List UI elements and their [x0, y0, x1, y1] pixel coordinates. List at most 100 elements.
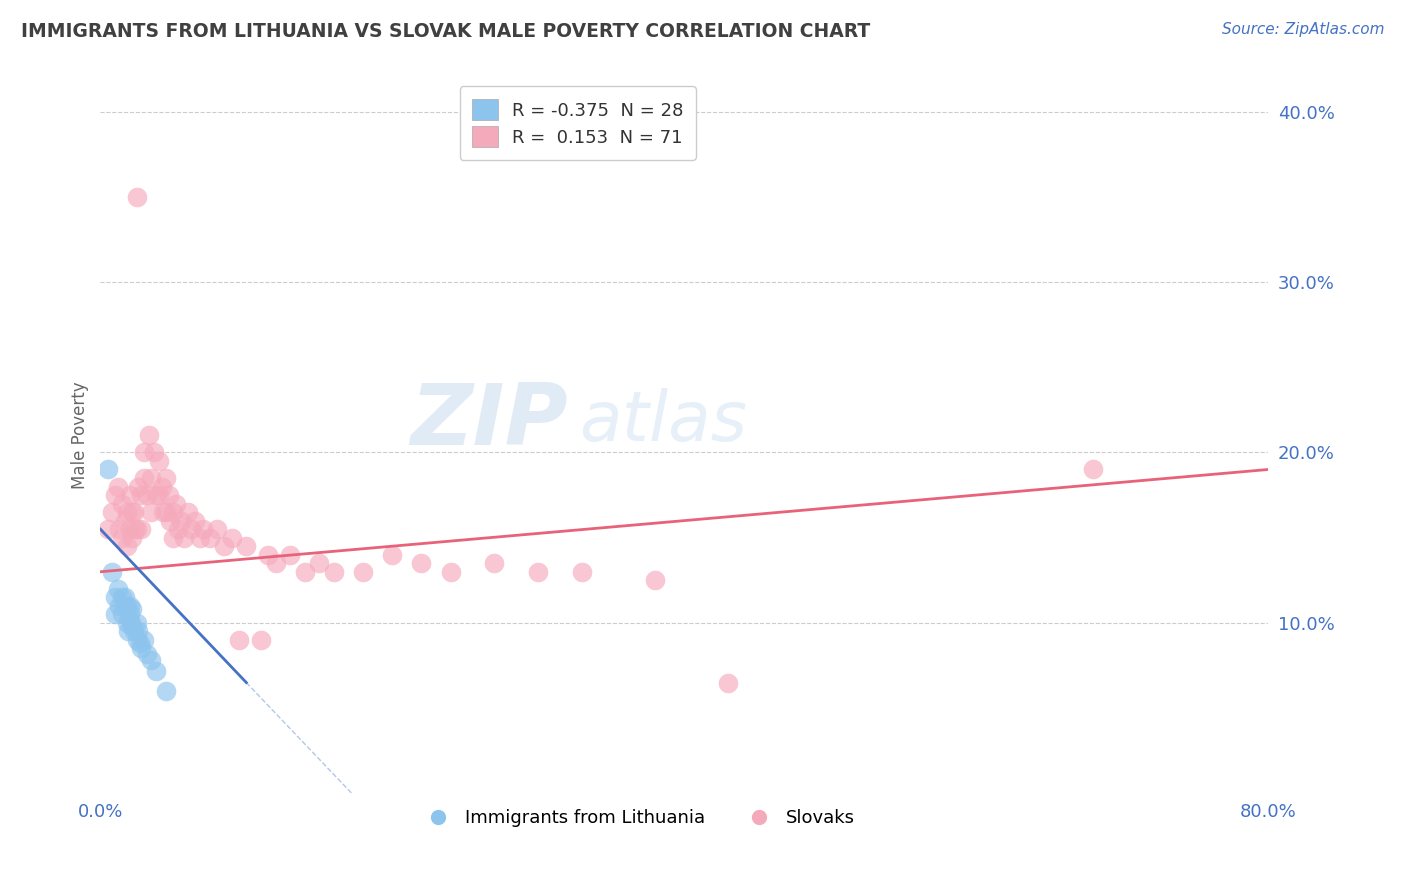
Point [155, 684, 177, 698]
Point [162, 505, 184, 519]
Point [125, 190, 148, 204]
Point [527, 565, 550, 579]
Point [198, 531, 221, 545]
Point [169, 514, 191, 528]
Point [152, 505, 174, 519]
Point [104, 591, 127, 605]
Point [159, 514, 181, 528]
Point [127, 624, 149, 639]
Point [145, 664, 167, 678]
Point [124, 522, 146, 536]
Point [191, 522, 214, 536]
Point [173, 531, 195, 545]
Point [128, 636, 150, 650]
Point [141, 471, 163, 485]
Point [108, 599, 131, 613]
Point [111, 531, 134, 545]
Point [101, 565, 124, 579]
Point [101, 505, 124, 519]
Point [104, 607, 127, 622]
Point [121, 602, 143, 616]
Point [440, 565, 463, 579]
Point [121, 619, 143, 633]
Point [381, 548, 404, 562]
Point [111, 607, 134, 622]
Point [141, 653, 163, 667]
Point [115, 539, 138, 553]
Point [134, 471, 156, 485]
Point [97, 522, 120, 536]
Point [118, 607, 141, 622]
Point [127, 479, 149, 493]
Legend: Immigrants from Lithuania, Slovaks: Immigrants from Lithuania, Slovaks [412, 802, 862, 834]
Point [121, 505, 143, 519]
Point [117, 624, 139, 639]
Point [125, 522, 148, 536]
Point [111, 591, 134, 605]
Point [115, 615, 138, 630]
Point [235, 539, 257, 553]
Point [118, 488, 141, 502]
Point [145, 488, 167, 502]
Point [114, 591, 136, 605]
Point [138, 428, 160, 442]
Point [118, 599, 141, 613]
Point [177, 505, 200, 519]
Text: IMMIGRANTS FROM LITHUANIA VS SLOVAK MALE POVERTY CORRELATION CHART: IMMIGRANTS FROM LITHUANIA VS SLOVAK MALE… [21, 22, 870, 41]
Point [155, 505, 177, 519]
Point [129, 522, 152, 536]
Point [108, 522, 131, 536]
Point [107, 582, 129, 596]
Point [1081, 462, 1104, 476]
Point [250, 632, 273, 647]
Text: atlas: atlas [579, 388, 747, 455]
Point [257, 548, 280, 562]
Point [571, 565, 593, 579]
Point [148, 454, 170, 468]
Point [157, 488, 180, 502]
Point [118, 522, 141, 536]
Point [107, 479, 129, 493]
Point [155, 471, 177, 485]
Point [136, 488, 159, 502]
Point [97, 462, 120, 476]
Point [644, 574, 666, 588]
Point [141, 505, 163, 519]
Point [188, 531, 211, 545]
Point [184, 514, 207, 528]
Point [150, 479, 173, 493]
Point [129, 641, 152, 656]
Point [134, 445, 156, 459]
Point [322, 565, 344, 579]
Point [125, 615, 148, 630]
Y-axis label: Male Poverty: Male Poverty [72, 382, 89, 489]
Point [122, 505, 145, 519]
Point [143, 445, 166, 459]
Point [104, 488, 127, 502]
Text: ZIP: ZIP [411, 380, 568, 463]
Point [278, 548, 301, 562]
Point [352, 565, 374, 579]
Point [125, 632, 148, 647]
Point [228, 632, 250, 647]
Point [134, 632, 156, 647]
Point [115, 599, 138, 613]
Point [294, 565, 316, 579]
Point [122, 624, 145, 639]
Point [214, 539, 236, 553]
Point [165, 497, 187, 511]
Point [717, 675, 740, 690]
Point [111, 497, 134, 511]
Point [205, 522, 228, 536]
Text: Source: ZipAtlas.com: Source: ZipAtlas.com [1222, 22, 1385, 37]
Point [180, 522, 202, 536]
Point [136, 647, 159, 661]
Point [308, 556, 330, 570]
Point [411, 556, 433, 570]
Point [114, 514, 136, 528]
Point [166, 522, 188, 536]
Point [162, 531, 184, 545]
Point [221, 531, 243, 545]
Point [129, 488, 152, 502]
Point [115, 505, 138, 519]
